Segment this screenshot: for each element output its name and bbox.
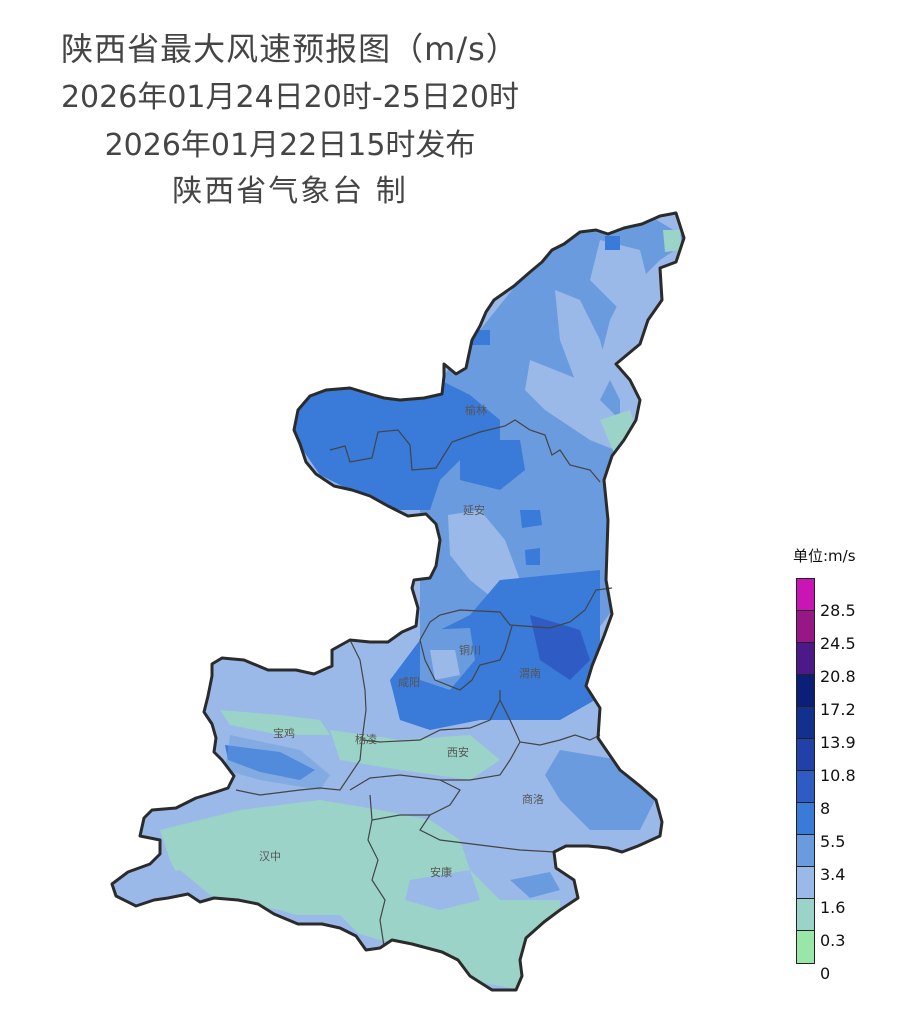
legend-unit-title: 单位:m/s bbox=[793, 547, 856, 565]
legend-tick: 28.5 bbox=[820, 601, 856, 620]
city-label-xianyang: 咸阳 bbox=[398, 676, 420, 689]
legend-tick: 13.9 bbox=[820, 733, 856, 752]
issue-time: 2026年01月22日15时发布 bbox=[104, 128, 476, 163]
legend-swatch bbox=[797, 931, 814, 963]
city-label-weinan: 渭南 bbox=[519, 667, 541, 680]
legend-tick: 17.2 bbox=[820, 700, 856, 719]
legend-swatch bbox=[797, 899, 814, 931]
legend-swatch bbox=[797, 867, 814, 899]
city-label-yanan: 延安 bbox=[463, 503, 485, 517]
legend-tick: 3.4 bbox=[820, 865, 846, 884]
legend-tick: 0.3 bbox=[820, 931, 846, 950]
legend-swatch bbox=[797, 771, 814, 803]
legend-swatch bbox=[797, 739, 814, 771]
city-label-baoji: 宝鸡 bbox=[273, 726, 295, 740]
legend-colorbar bbox=[796, 578, 815, 964]
legend-swatch bbox=[797, 579, 814, 611]
city-label-yulin: 榆林 bbox=[465, 403, 487, 417]
city-label-ankang: 安康 bbox=[430, 865, 452, 879]
legend-swatch bbox=[797, 835, 814, 867]
legend-tick: 1.6 bbox=[820, 898, 846, 917]
legend-tick: 0 bbox=[820, 964, 831, 983]
city-label-shangluo: 商洛 bbox=[522, 792, 544, 806]
legend-swatch bbox=[797, 803, 814, 835]
city-label-tongchuan: 铜川 bbox=[459, 643, 481, 657]
legend-swatch bbox=[797, 643, 814, 675]
legend-tick: 24.5 bbox=[820, 634, 856, 653]
prefecture-boundaries bbox=[235, 419, 613, 947]
legend-swatch bbox=[797, 611, 814, 643]
legend-swatch bbox=[797, 675, 814, 707]
legend-tick: 5.5 bbox=[820, 832, 846, 851]
map-title: 陕西省最大风速预报图（m/s） bbox=[61, 30, 519, 68]
legend-swatch bbox=[797, 707, 814, 739]
city-label-hanzhong: 汉中 bbox=[259, 850, 281, 863]
producer: 陕西省气象台 制 bbox=[172, 174, 408, 209]
valid-period: 2026年01月24日20时-25日20时 bbox=[60, 80, 520, 115]
legend-tick: 8 bbox=[820, 799, 831, 818]
legend-tick: 10.8 bbox=[820, 766, 856, 785]
city-labels: 榆林 延安 铜川 渭南 咸阳 宝鸡 杨凌 西安 商洛 汉中 安康 bbox=[259, 403, 544, 879]
legend-tick: 20.8 bbox=[820, 667, 856, 686]
city-label-xian: 西安 bbox=[447, 745, 469, 759]
city-label-yangling: 杨凌 bbox=[355, 732, 377, 746]
